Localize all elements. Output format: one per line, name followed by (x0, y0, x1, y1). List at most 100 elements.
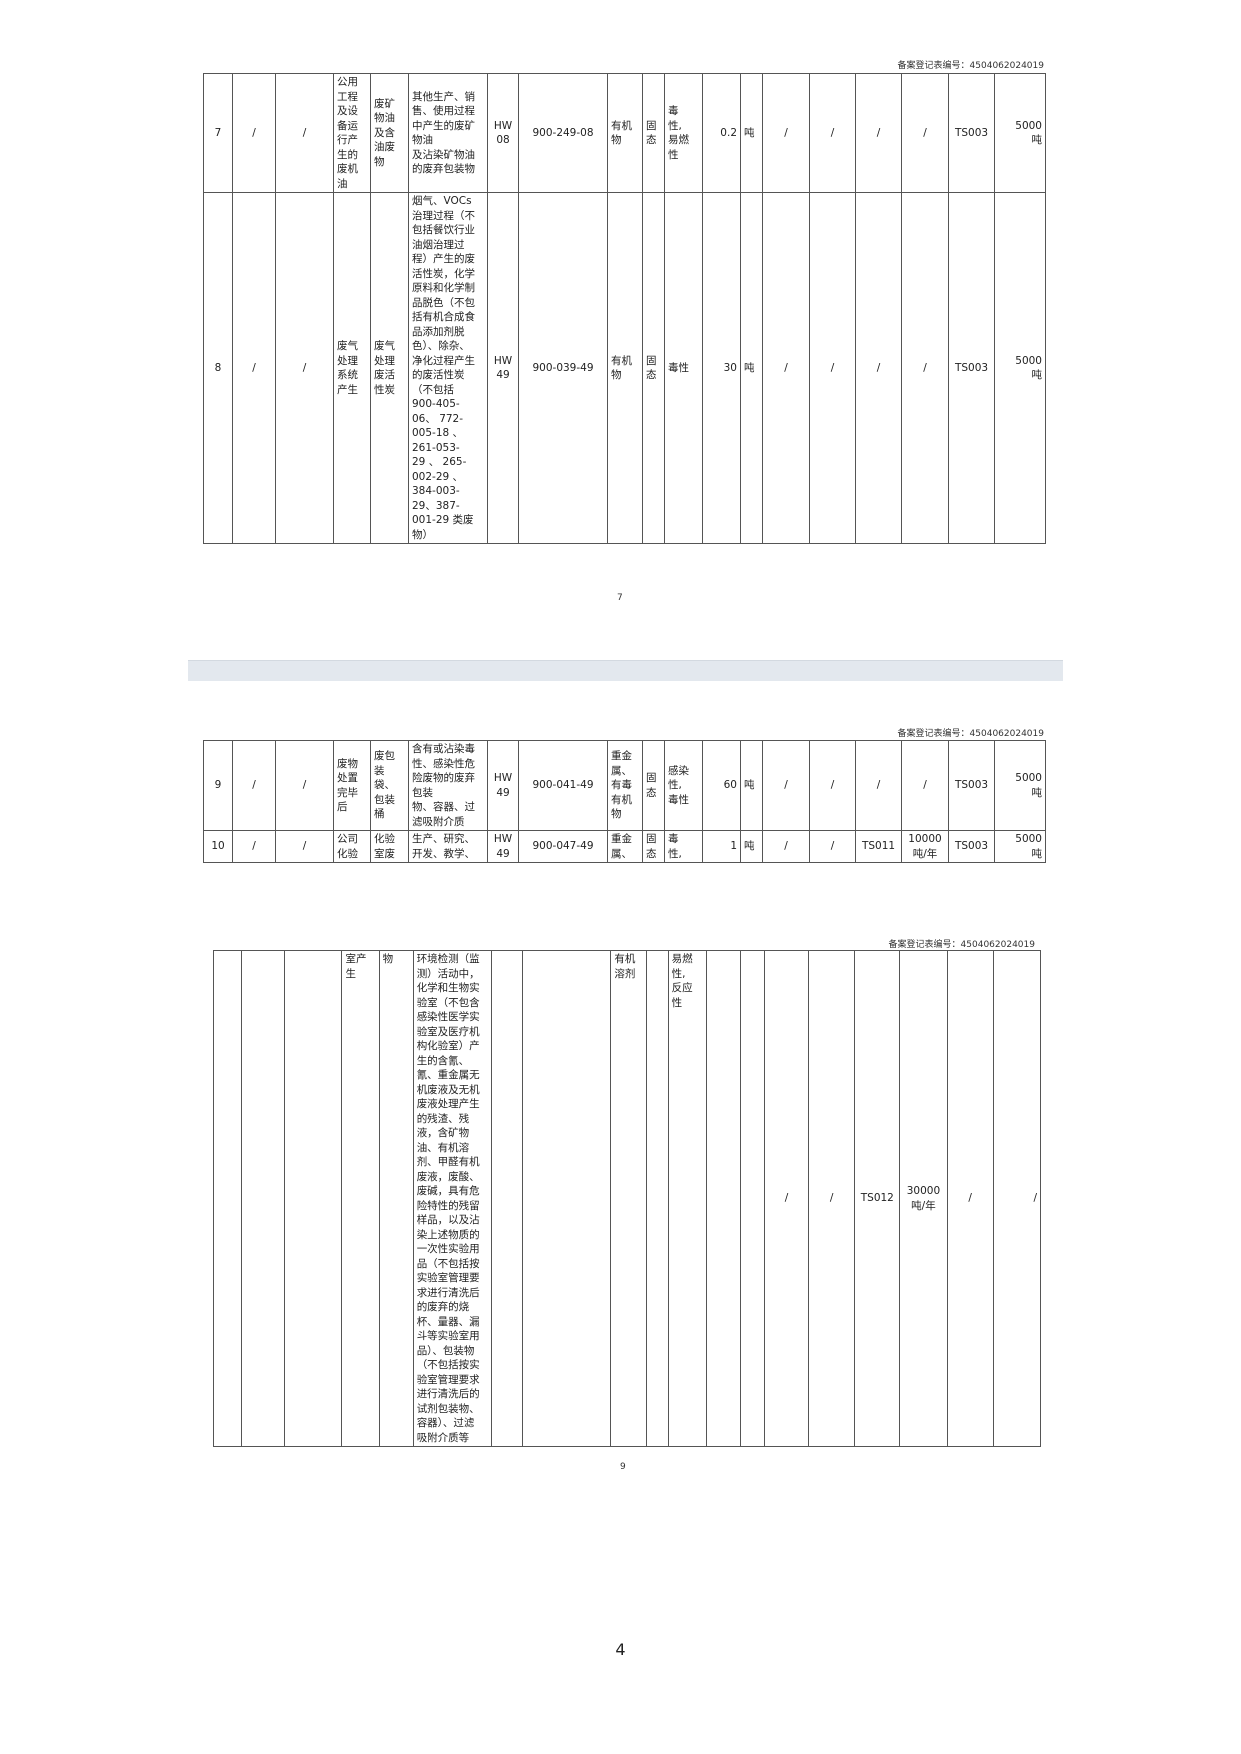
registration-number: 备案登记表编号：4504062024019 (897, 729, 1044, 739)
table-cell (522, 950, 612, 1447)
table-cell: 30000 吨/年 (899, 950, 948, 1447)
table-cell: 吨 (740, 830, 763, 863)
table-cell: / (901, 73, 949, 193)
table-cell: / (762, 740, 810, 831)
table-cell: 30 (702, 192, 741, 544)
page-separator (188, 660, 1063, 681)
table-cell (645, 950, 669, 1447)
table-cell: / (232, 830, 276, 863)
table-row: 10// 公司 化验 化验 室废 生产、研究、 开发、教学、 HW 49 900-047-… (203, 830, 1046, 863)
table-cell: 固 态 (642, 192, 665, 544)
table-cell: / (855, 740, 902, 831)
table-cell: / (855, 73, 902, 193)
table-row: 室产 生物环境检测（监 测）活动中， 化学和生物实 验室（不包含 感染性医学实 … (212, 950, 1042, 1447)
table-cell: 其他生产、销 售、使用过程 中产生的废矿 物油 及沾染矿物油 的废弃包装物 (408, 73, 488, 193)
table-cell: / (901, 192, 949, 544)
table-cell: 5000 吨 (994, 192, 1046, 544)
table-cell: / (232, 740, 276, 831)
table-cell: 900-249-08 (518, 73, 608, 193)
table-cell: 吨 (740, 192, 763, 544)
table-cell: 易燃 性, 反应 性 (667, 950, 707, 1447)
table-cell: / (232, 192, 276, 544)
table-cell: 吨 (740, 73, 763, 193)
table-cell: 重金 属、 (607, 830, 643, 863)
table-cell: 5000 吨 (994, 740, 1046, 831)
table-cell: 900-039-49 (518, 192, 608, 544)
table-cell: / (763, 950, 810, 1447)
table-row: 8// 废气 处理 系统 产生 废气 处理 废活 性炭 烟气、VOCs 治理过程（不 … (203, 192, 1046, 544)
table-cell: / (762, 73, 810, 193)
table-row: 9// 废物 处置 完毕 后废包 装 袋、 包装 桶含有或沾染毒 性、感染性危 险… (203, 740, 1046, 831)
table-cell: 固 态 (642, 73, 665, 193)
table-cell: 废矿 物油 及含 油废 物 (370, 73, 409, 193)
table-cell: 有机 溶剂 (610, 950, 647, 1447)
table-cell: TS011 (855, 830, 902, 863)
table-cell: 烟气、VOCs 治理过程（不 包括餐饮行业 油烟治理过 程）产生的废 活性炭，化… (408, 192, 488, 544)
table-cell: 毒性 (664, 192, 703, 544)
table-cell: 0.2 (702, 73, 741, 193)
table-cell: HW 08 (487, 73, 519, 193)
table-cell: 环境检测（监 测）活动中， 化学和生物实 验室（不包含 感染性医学实 验室及医疗… (412, 950, 492, 1447)
table-cell: / (809, 740, 856, 831)
table-row: 7// 公用 工程 及设 备运 行产 生的 废机 油废矿 物油 及含 油废 物其他… (203, 73, 1046, 193)
table-cell: 8 (203, 192, 233, 544)
table-cell: / (808, 950, 856, 1447)
table-cell: 公司 化验 (333, 830, 371, 863)
waste-table-page8: 9// 废物 处置 完毕 后废包 装 袋、 包装 桶含有或沾染毒 性、感染性危 险… (203, 740, 1046, 863)
table-cell: 生产、研究、 开发、教学、 (408, 830, 488, 863)
table-cell: 5000 吨 (994, 830, 1046, 863)
table-cell: HW 49 (487, 740, 519, 831)
table-cell (739, 950, 765, 1447)
table-cell: / (946, 950, 994, 1447)
table-cell: / (809, 73, 856, 193)
table-cell: TS003 (948, 73, 995, 193)
table-cell: TS003 (948, 740, 995, 831)
table-cell (241, 950, 286, 1447)
table-cell: 5000 吨 (994, 73, 1046, 193)
table-cell: 10 (203, 830, 233, 863)
table-cell: 固 态 (642, 740, 665, 831)
table-cell: / (232, 73, 276, 193)
table-cell: 1 (702, 830, 741, 863)
table-cell: TS003 (948, 830, 995, 863)
table-cell: 含有或沾染毒 性、感染性危 险废物的废弃 包装 物、容器、过 滤吸附介质 (408, 740, 488, 831)
table-cell: / (762, 192, 810, 544)
table-cell: 废包 装 袋、 包装 桶 (370, 740, 409, 831)
table-cell: 物 (378, 950, 414, 1447)
table-cell: 公用 工程 及设 备运 行产 生的 废机 油 (333, 73, 371, 193)
table-cell: 废物 处置 完毕 后 (333, 740, 371, 831)
table-cell: 毒 性, (664, 830, 703, 863)
table-cell: / (992, 950, 1042, 1447)
table-cell: 900-047-49 (518, 830, 608, 863)
table-cell: / (762, 830, 810, 863)
table-cell: 废气 处理 系统 产生 (333, 192, 371, 544)
table-cell: 化验 室废 (370, 830, 409, 863)
table-cell: 有机 物 (607, 73, 643, 193)
table-cell: 900-041-49 (518, 740, 608, 831)
table-cell: 固 态 (642, 830, 665, 863)
page-number: 9 (620, 1462, 626, 1472)
table-cell: 9 (203, 740, 233, 831)
table-cell (490, 950, 524, 1447)
table-cell (284, 950, 343, 1447)
table-cell (212, 950, 243, 1447)
table-cell: 10000 吨/年 (901, 830, 949, 863)
waste-table-page9: 室产 生物环境检测（监 测）活动中， 化学和生物实 验室（不包含 感染性医学实 … (212, 950, 1042, 1447)
table-cell: / (809, 830, 856, 863)
table-cell: / (275, 830, 334, 863)
registration-number: 备案登记表编号：4504062024019 (897, 61, 1044, 71)
table-cell: TS012 (854, 950, 901, 1447)
page-number: 7 (617, 593, 623, 603)
table-cell: / (809, 192, 856, 544)
table-cell: / (275, 740, 334, 831)
table-cell (705, 950, 741, 1447)
table-cell: 感染 性, 毒性 (664, 740, 703, 831)
table-cell: / (275, 192, 334, 544)
table-cell: 吨 (740, 740, 763, 831)
table-cell: / (901, 740, 949, 831)
table-cell: / (275, 73, 334, 193)
registration-number: 备案登记表编号：4504062024019 (888, 940, 1035, 950)
table-cell: 有机 物 (607, 192, 643, 544)
waste-table-page7: 7// 公用 工程 及设 备运 行产 生的 废机 油废矿 物油 及含 油废 物其他… (203, 73, 1046, 544)
table-cell: HW 49 (487, 830, 519, 863)
